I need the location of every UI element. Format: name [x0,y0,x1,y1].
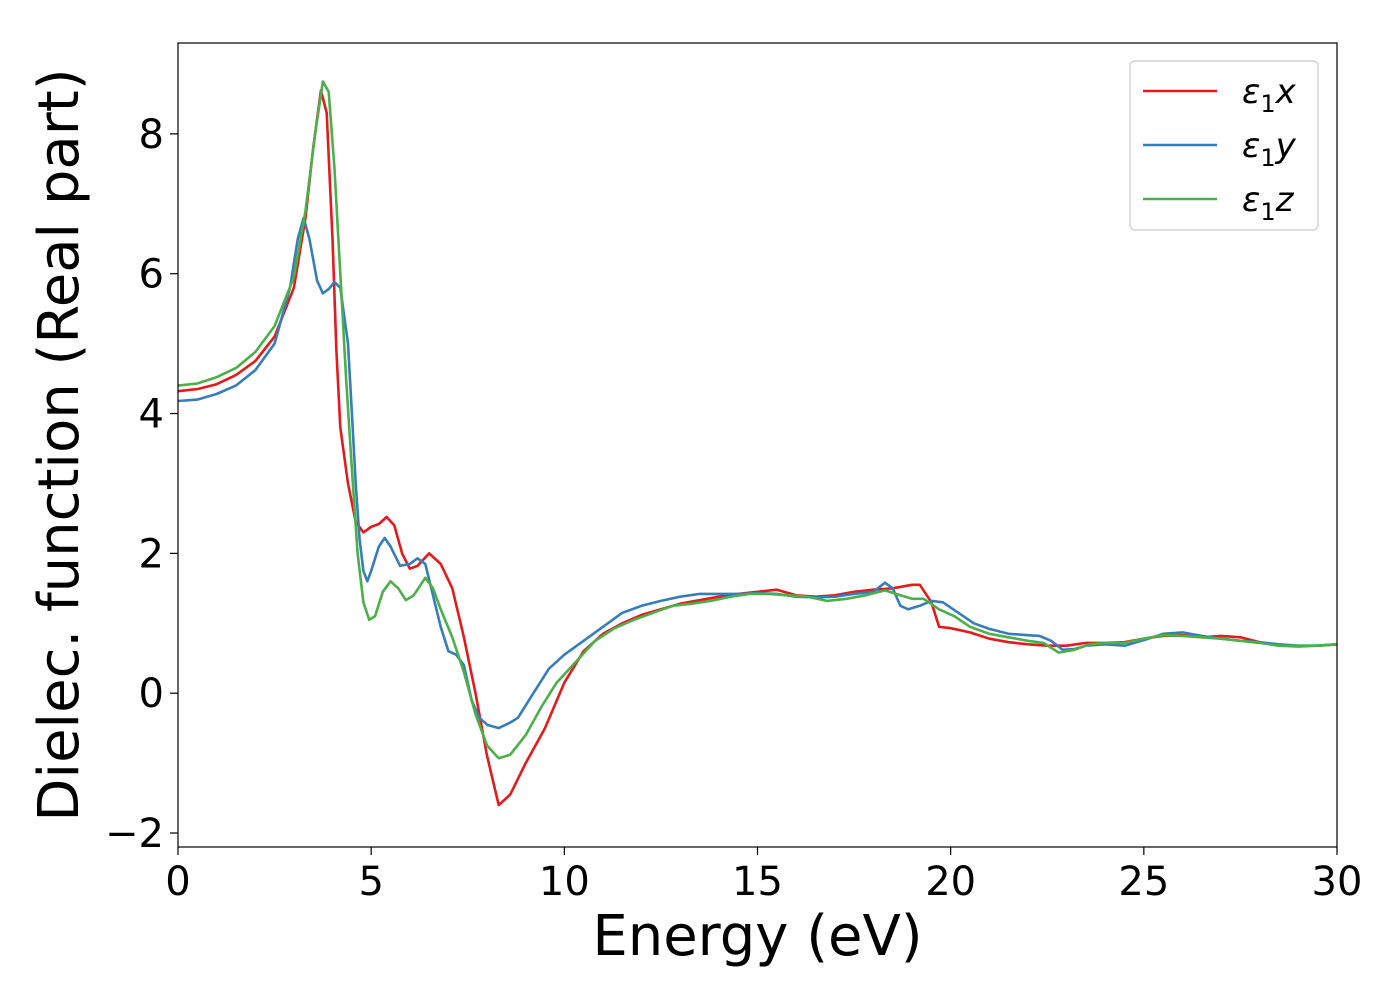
x-tick-label: 20 [925,859,976,905]
x-tick-label: 25 [1118,859,1169,905]
legend-label-y: ε1y [1242,126,1297,172]
plot-area [178,80,1337,807]
x-tick-label: 15 [732,859,783,905]
y-axis-ticks: −2 0 2 4 6 8 [105,112,178,857]
series-line-z [178,80,1337,760]
x-tick-label: 0 [165,859,190,905]
series-line-y [178,216,1337,730]
x-tick-label: 10 [539,859,590,905]
y-tick-label: 2 [139,531,164,577]
legend: ε1x ε1y ε1z [1129,60,1319,231]
legend-label-x: ε1x [1242,72,1297,118]
x-axis-label: Energy (eV) [592,904,922,969]
plot-frame [177,42,1338,848]
x-axis-ticks: 0 5 10 15 20 25 30 [165,847,1362,905]
y-tick-label: −2 [105,811,164,857]
y-tick-label: 0 [139,671,164,717]
y-tick-label: 4 [139,392,164,438]
legend-label-z: ε1z [1242,180,1295,226]
legend-box [1129,60,1319,231]
y-tick-label: 6 [139,252,164,298]
x-tick-label: 30 [1312,859,1363,905]
x-tick-label: 5 [358,859,383,905]
y-axis-label: Dielec. function (Real part) [27,68,92,821]
y-tick-label: 8 [139,112,164,158]
